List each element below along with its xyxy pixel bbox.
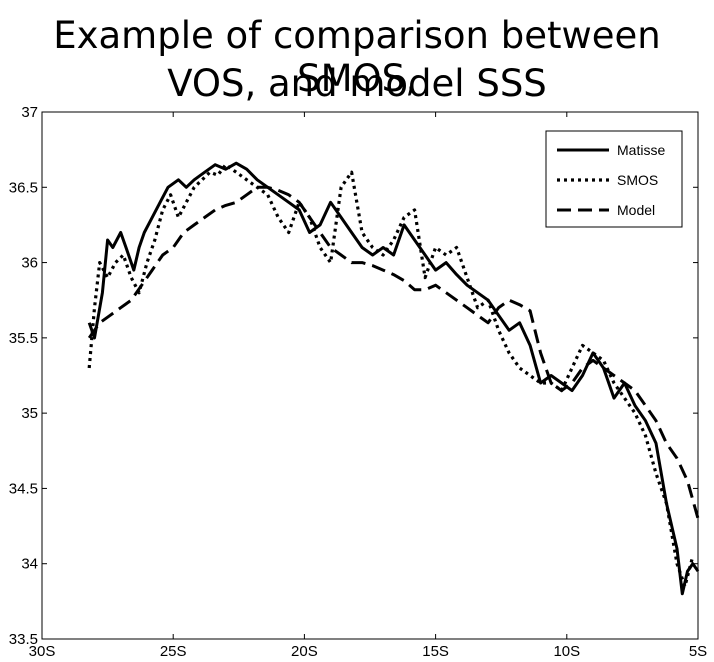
- x-tick-label: 30S: [29, 643, 56, 660]
- y-tick-label: 34: [21, 556, 38, 573]
- legend-label-model: Model: [617, 202, 655, 218]
- x-tick-label: 5S: [689, 643, 707, 660]
- x-tick-label: 15S: [422, 643, 449, 660]
- y-tick-label: 36.5: [9, 179, 38, 196]
- series-line-smos: [87, 163, 695, 588]
- x-tick-label: 10S: [553, 643, 580, 660]
- chart-title-line-2: VOS, and model SSS: [167, 62, 547, 105]
- chart-title-line-1: Example of comparison between SMOS,: [53, 14, 661, 100]
- series-line-model: [87, 185, 700, 519]
- legend-label-matisse: Matisse: [617, 142, 665, 158]
- plot-area-frame: [41, 111, 699, 640]
- y-tick-label: 35.5: [9, 330, 38, 347]
- y-tick-label: 35: [21, 405, 38, 422]
- y-tick-label: 33.5: [9, 631, 38, 648]
- x-tick-label: 25S: [160, 643, 187, 660]
- y-tick-label: 37: [21, 104, 38, 121]
- y-tick-label: 34.5: [9, 480, 38, 497]
- y-tick-label: 36: [21, 255, 38, 272]
- x-tick-label: 20S: [291, 643, 318, 660]
- legend-label-smos: SMOS: [617, 172, 658, 188]
- legend: Matisse SMOS Model: [545, 130, 683, 228]
- series-line-matisse: [87, 161, 700, 596]
